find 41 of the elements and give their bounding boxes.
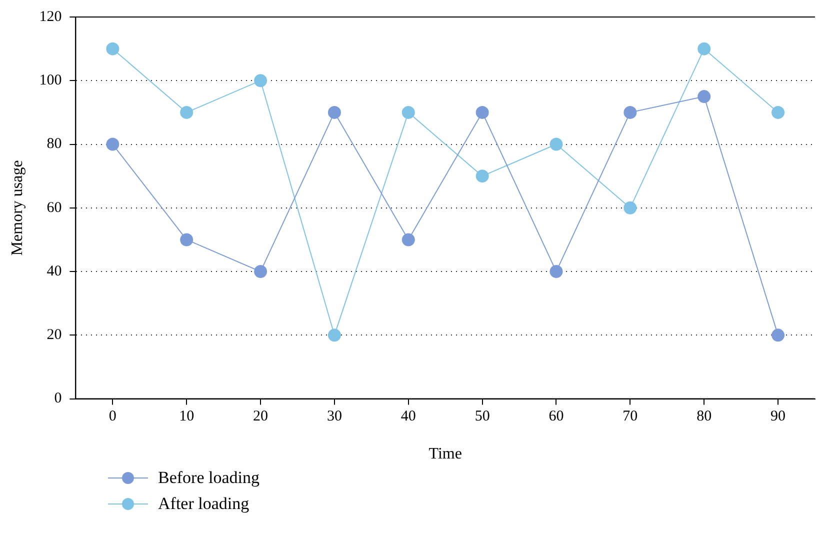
y-tick-label: 40	[46, 263, 62, 280]
y-tick-label: 20	[46, 327, 62, 344]
point	[180, 106, 194, 119]
point	[254, 74, 268, 88]
x-tick-label: 90	[770, 408, 786, 425]
y-tick-label: 0	[54, 390, 62, 407]
point	[106, 42, 120, 56]
x-tick-label: 10	[179, 408, 194, 425]
point	[476, 170, 489, 183]
point	[550, 138, 563, 151]
x-tick-label: 40	[400, 408, 416, 425]
x-tick-label: 70	[622, 408, 638, 425]
point	[550, 265, 563, 278]
point	[698, 42, 711, 56]
legend-label: After loading	[158, 494, 250, 514]
y-tick-label: 80	[46, 136, 62, 152]
x-tick-label: 30	[326, 408, 342, 425]
point	[476, 106, 489, 119]
point	[254, 265, 268, 278]
y-axis-title: Memory usage	[8, 160, 26, 256]
x-tick-label: 20	[253, 408, 268, 425]
x-tick-label: 50	[474, 408, 490, 425]
point	[624, 201, 637, 214]
point	[624, 106, 637, 119]
y-tick-label: 120	[39, 8, 62, 25]
point	[402, 233, 415, 246]
y-tick-label: 100	[39, 72, 62, 89]
x-axis-title: Time	[428, 446, 462, 463]
legend-label: Before loading	[158, 468, 260, 488]
point	[698, 90, 711, 104]
y-tick-label: 60	[46, 200, 62, 216]
point	[328, 328, 341, 342]
point	[106, 138, 120, 151]
point	[772, 328, 785, 342]
point	[328, 106, 341, 119]
point	[772, 106, 785, 119]
x-tick-label: 0	[108, 408, 116, 425]
x-tick-label: 60	[548, 408, 564, 425]
point	[402, 106, 415, 119]
x-tick-label: 80	[696, 408, 712, 425]
point	[180, 233, 194, 246]
